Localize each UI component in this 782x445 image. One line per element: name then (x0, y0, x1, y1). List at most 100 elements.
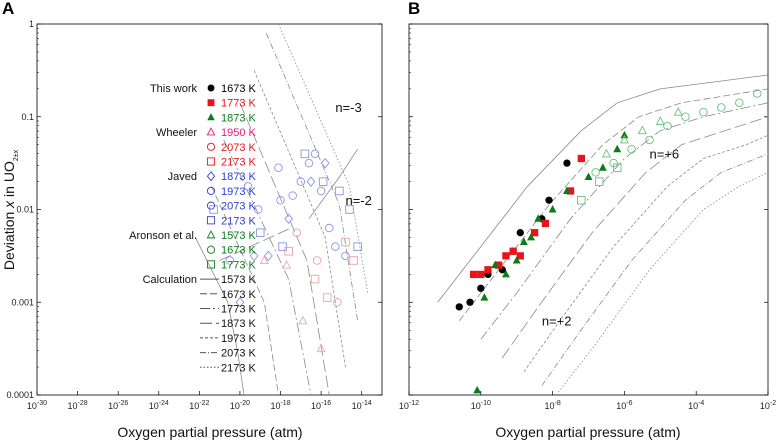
data-point (300, 149, 310, 159)
data-point (341, 251, 350, 261)
data-point (316, 186, 326, 196)
data-point (298, 315, 308, 325)
legend-temp-label: 1873 K (221, 171, 257, 183)
data-point (491, 260, 500, 269)
data-point (278, 242, 287, 251)
panel-a-legend: This work 1673 K 1773 K 1873 K Wheeler 1950 K… (129, 83, 256, 374)
legend-marker (206, 186, 216, 195)
data-point (502, 252, 510, 260)
legend-marker (206, 127, 216, 136)
legend-marker (206, 260, 216, 269)
data-point (563, 186, 571, 194)
data-point (595, 177, 604, 186)
data-point (282, 260, 292, 269)
legend-temp-label: 1873 K (221, 112, 257, 124)
x-axis-label-a: Oxygen partial pressure (atm) (117, 424, 302, 440)
x-tick-label-b: 10-6 (616, 400, 632, 411)
calc-curve-1973k (523, 134, 769, 373)
legend-temp-label: 1973 K (221, 333, 257, 345)
data-point (349, 256, 358, 265)
data-point (584, 172, 593, 181)
calc-curve-1973k (253, 70, 346, 368)
calc-curve-1773k (223, 139, 312, 396)
data-point (477, 270, 485, 279)
data-point (480, 293, 489, 301)
legend-temp-label: 2073 K (221, 201, 257, 213)
data-point (318, 177, 328, 186)
data-point (310, 149, 320, 159)
data-point (335, 186, 344, 196)
data-point (253, 205, 263, 214)
x-tick-label-b: 10-8 (544, 400, 560, 411)
legend-temp-label: 1950 K (221, 127, 257, 139)
x-tick-label-b: 10-10 (471, 400, 491, 411)
data-point (527, 232, 536, 241)
data-point (322, 293, 332, 302)
legend-group-label: This work (150, 83, 198, 95)
legend-temp-label: 1673 K (221, 245, 257, 257)
data-point (548, 205, 557, 213)
data-point (612, 163, 622, 173)
legend-temp-label: 2173 K (221, 157, 257, 169)
data-point (249, 250, 259, 262)
panel-a-plot: 10-30 10-28 10-26 10-24 10-22 10-20 10-18 10-16… (6, 19, 382, 411)
data-point (501, 269, 510, 278)
calc-curve-1673k (458, 88, 769, 322)
annotation-n-2: n=-2 (345, 193, 371, 208)
legend-temp-label: 2073 K (221, 348, 257, 360)
data-point (531, 229, 539, 237)
data-point (466, 298, 474, 306)
data-point (304, 158, 314, 168)
x-tick-label-b: 10-4 (688, 400, 704, 411)
annotation-n-3: n=-3 (335, 100, 361, 115)
data-point (324, 223, 334, 233)
calc-curve-2173k (278, 23, 369, 294)
data-point (477, 284, 485, 292)
data-point (717, 103, 726, 112)
data-point (310, 274, 320, 284)
calc-curve-2073k (265, 33, 358, 321)
x-tick-label-a: 10-26 (108, 400, 128, 411)
data-point (225, 256, 235, 265)
x-tick-label-a: 10-14 (352, 400, 372, 411)
data-point (292, 228, 302, 237)
x-tick-label-b: 10-2 (760, 400, 776, 411)
data-point (516, 252, 524, 260)
data-point (663, 121, 672, 131)
x-tick-label-a: 10-28 (68, 400, 88, 411)
legend-group-label: Aronson et al. (129, 230, 197, 242)
legend-temp-label: 1773 K (221, 304, 257, 316)
calc-curve-1873k (239, 102, 330, 396)
calc-curve-2073k (541, 153, 769, 386)
calc-curve-1573k (437, 74, 769, 303)
data-point (512, 256, 521, 264)
legend-temp-label: 1773 K (221, 259, 257, 271)
y-tick-label: 1 (29, 19, 34, 29)
legend-group-label: Javed (168, 171, 197, 183)
data-point (601, 148, 611, 158)
data-point (263, 250, 273, 262)
data-point (699, 107, 708, 117)
data-point (259, 255, 269, 265)
data-point (473, 385, 482, 394)
x-tick-label-a: 10-20 (230, 400, 250, 411)
data-point (637, 125, 647, 135)
legend-group-label: Calculation (143, 274, 197, 286)
data-point (455, 303, 463, 311)
data-point (331, 242, 340, 251)
y-tick-label: 0.1 (21, 112, 34, 122)
data-point (484, 266, 492, 274)
x-axis-label-b: Oxygen partial pressure (atm) (495, 424, 680, 440)
data-point (288, 191, 297, 200)
annotation-n6: n=+6 (650, 146, 680, 161)
calc-curve-1573k (194, 237, 245, 396)
data-point (516, 229, 524, 237)
legend-temp-label: 1673 K (221, 289, 257, 301)
data-point (353, 242, 362, 251)
data-point (752, 89, 762, 98)
data-point (577, 195, 586, 205)
data-point (598, 163, 607, 171)
legend-marker (206, 201, 216, 210)
calc-curve-1773k (480, 102, 769, 340)
legend-marker (206, 142, 216, 151)
